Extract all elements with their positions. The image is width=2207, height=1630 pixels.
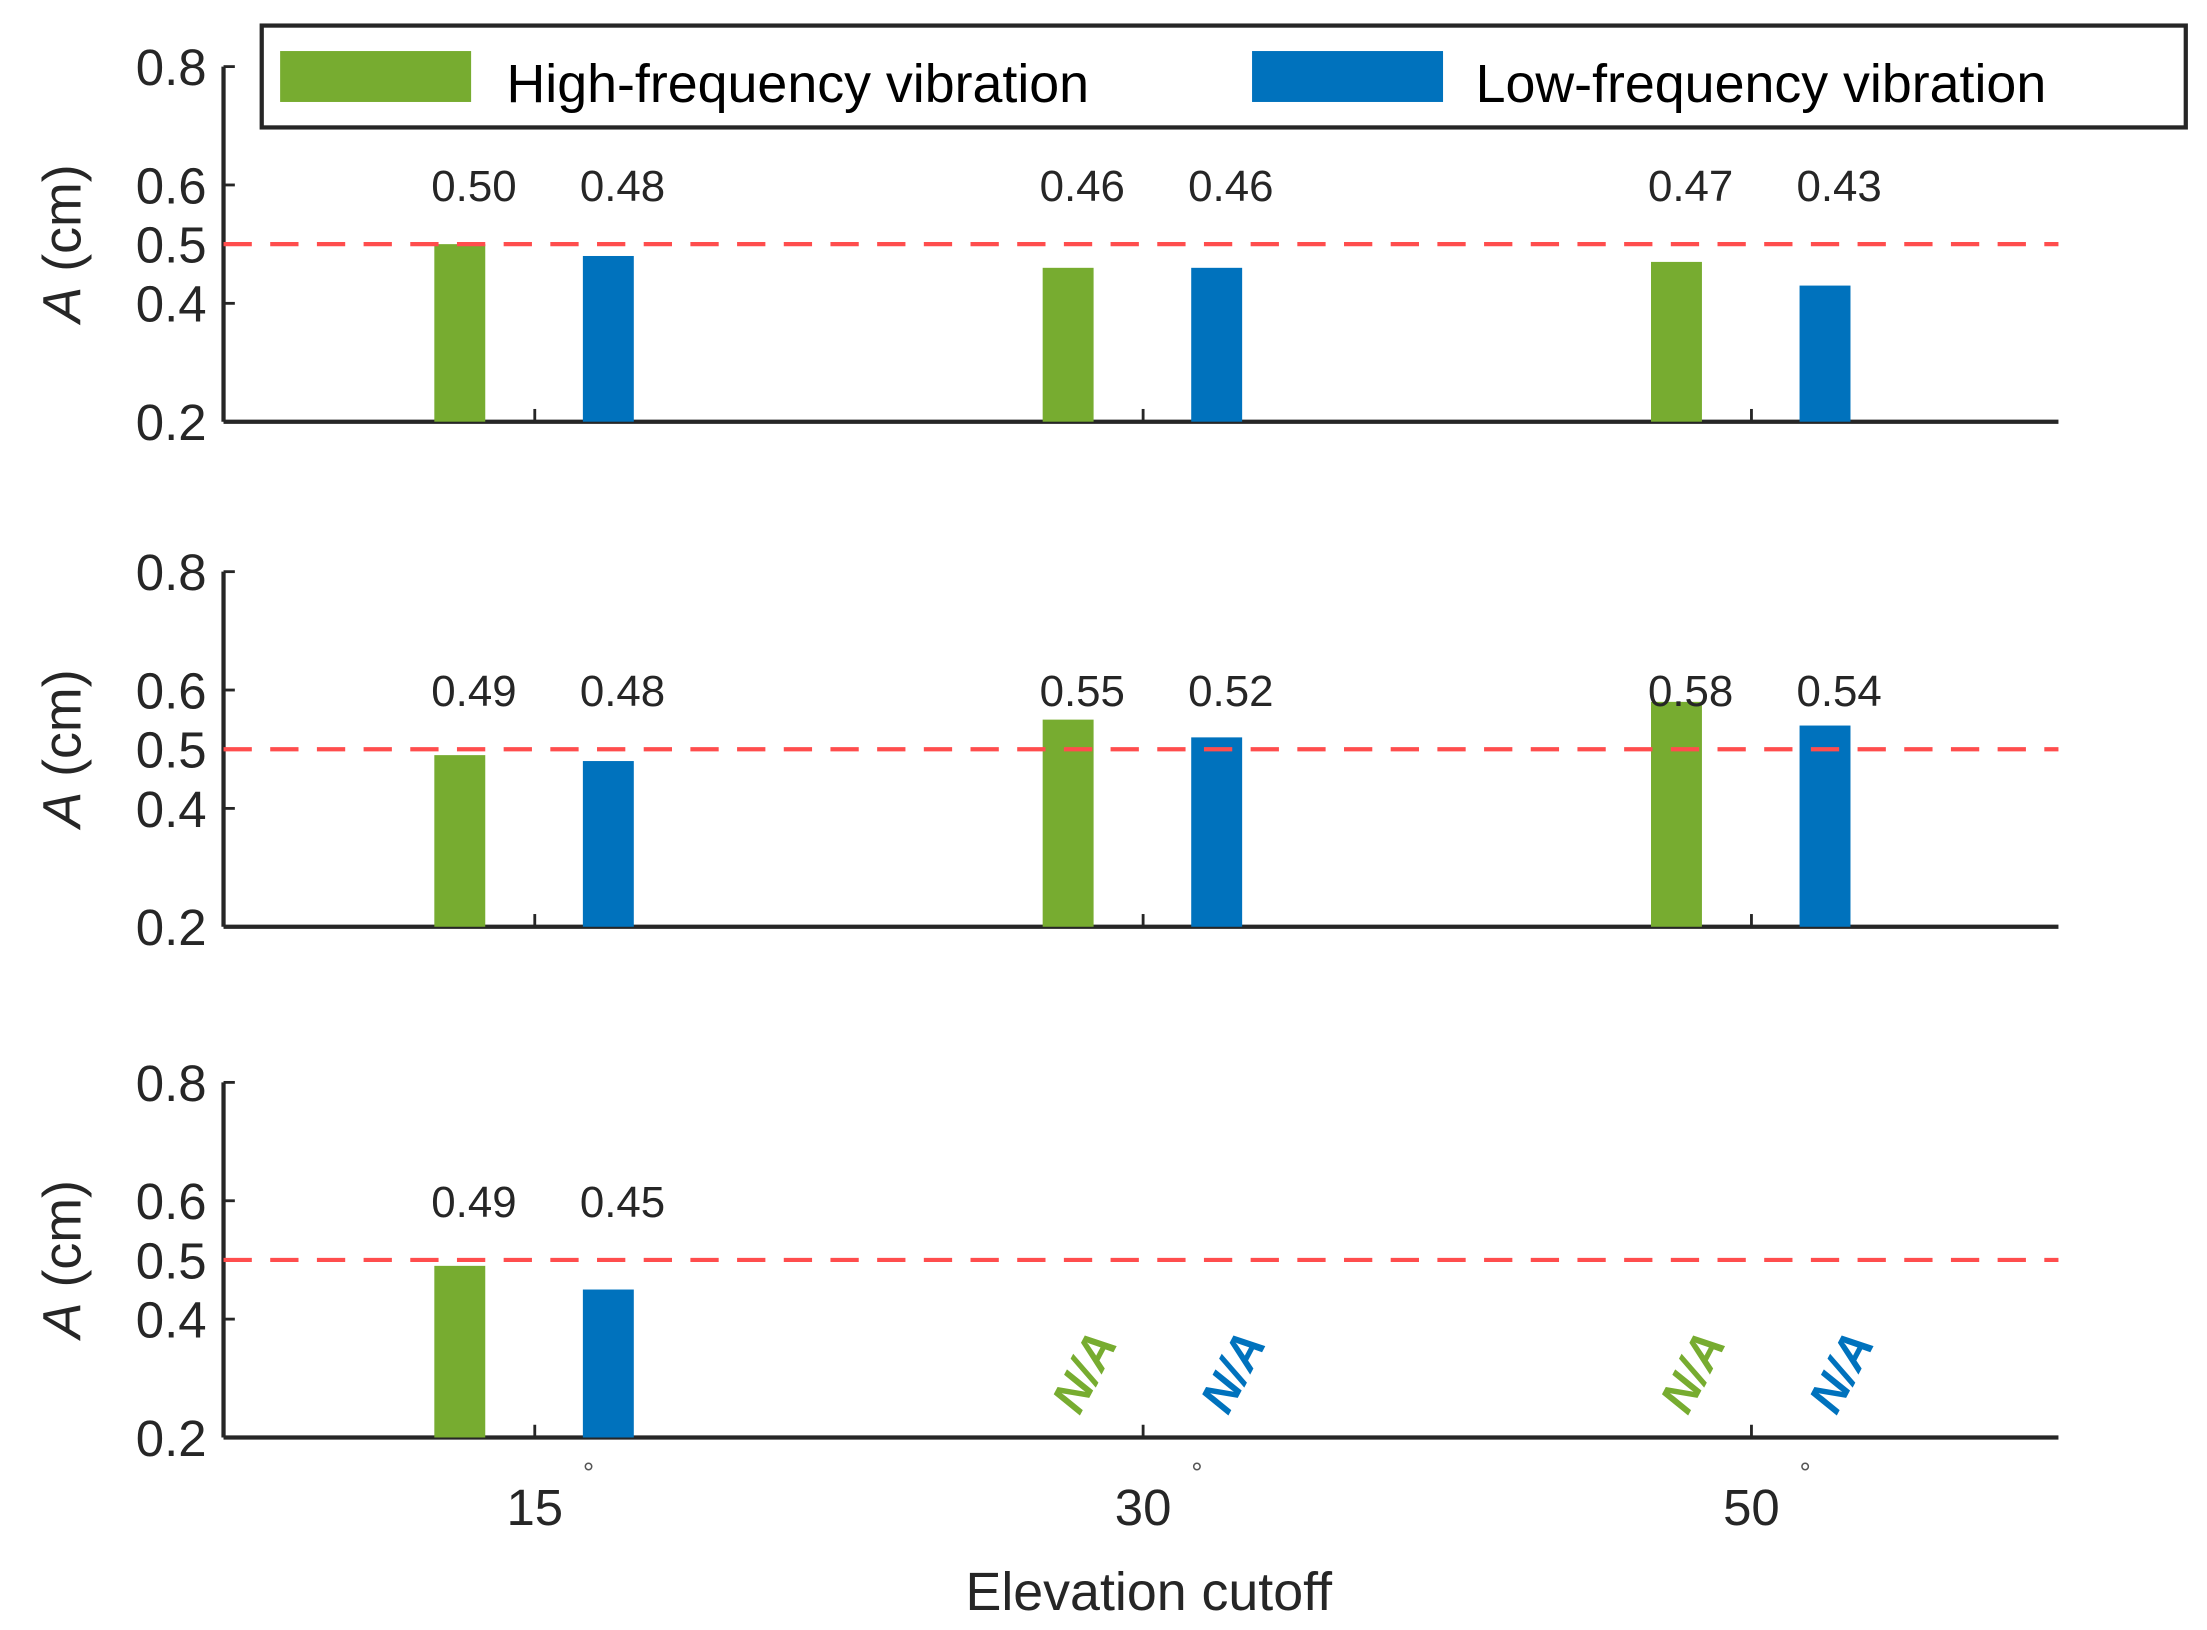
y-tick-label: 0.2 (136, 394, 207, 451)
value-label: 0.49 (431, 1178, 516, 1227)
value-label: 0.46 (1188, 162, 1273, 211)
y-axis-label-var: A (33, 1302, 93, 1341)
y-tick-label: 0.6 (136, 662, 207, 719)
value-label: 0.45 (580, 1178, 665, 1227)
y-tick-label: 0.5 (136, 217, 207, 274)
panels: 0.20.40.50.60.8A (cm) 0.50 0.46 0.470.48 0.4… (33, 39, 2059, 1536)
value-label: 0.58 (1648, 667, 1733, 716)
legend-label-high-frequency: High-frequency vibration (506, 54, 1089, 114)
bar (434, 755, 486, 927)
legend-swatch-high-frequency (280, 51, 472, 102)
y-tick-label: 0.8 (136, 1055, 207, 1112)
x-axis-label: Elevation cutoff (965, 1562, 1333, 1622)
value-label: 0.52 (1188, 667, 1273, 716)
panel-2: 0.2 0.40.50.6 0.8 A (cm) 0.49 0.55 0.58 0.48 0.5… (33, 544, 2059, 956)
value-label: 0.46 (1040, 162, 1125, 211)
degree-symbol: ° (1800, 1457, 1811, 1489)
bar (582, 255, 634, 422)
bar (434, 1265, 486, 1438)
y-tick-label: 0.5 (136, 1232, 207, 1289)
legend-box (259, 23, 2188, 130)
na-label: N/A (1650, 1323, 1737, 1421)
bar (434, 244, 486, 422)
x-tick-label: 50 (1723, 1479, 1780, 1536)
y-tick-label: 0.6 (136, 1173, 207, 1230)
y-axis-label: A (cm) (33, 1180, 93, 1341)
na-label: N/A (1190, 1323, 1277, 1421)
value-label: 0.48 (580, 667, 665, 716)
value-label: 0.49 (431, 667, 516, 716)
y-axis-label-unit: (cm) (33, 669, 93, 791)
panel-1: 0.2 0.40.50.6 0.8 A (cm) 0.50 0.46 0.47 0.48 0.4… (33, 39, 2059, 451)
bar (1191, 267, 1243, 422)
y-axis-label: A (cm) (33, 669, 93, 830)
bar (1042, 267, 1094, 422)
y-tick-label: 0.8 (136, 39, 207, 96)
y-tick-label: 0.2 (136, 1410, 207, 1467)
x-tick-label: 15 (506, 1479, 563, 1536)
y-axis-label-var: A (33, 287, 93, 326)
bar (1042, 719, 1094, 927)
legend: High-frequency vibration Low-frequency v… (259, 23, 2188, 130)
bar (1651, 261, 1702, 422)
value-label: 0.48 (580, 162, 665, 211)
y-tick-label: 0.4 (136, 1292, 207, 1349)
y-tick-label: 0.2 (136, 899, 207, 956)
na-label: N/A (1798, 1323, 1885, 1421)
legend-swatch-low-frequency (1252, 51, 1444, 102)
bar (1651, 701, 1702, 927)
bar (1799, 285, 1851, 422)
y-axis-label-unit: (cm) (33, 1180, 93, 1302)
y-tick-label: 0.8 (136, 544, 207, 601)
value-label: 0.54 (1796, 667, 1881, 716)
value-label: 0.47 (1648, 162, 1733, 211)
value-label: 0.50 (431, 162, 516, 211)
y-tick-label: 0.4 (136, 276, 207, 333)
bar (1191, 737, 1243, 927)
value-label: 0.55 (1040, 667, 1125, 716)
y-tick-label: 0.4 (136, 781, 207, 838)
y-tick-label: 0.5 (136, 722, 207, 779)
bar (582, 761, 634, 927)
y-axis-label: A (cm) (33, 164, 93, 325)
y-axis-label-unit: (cm) (33, 164, 93, 286)
y-tick-label: 0.6 (136, 157, 207, 214)
x-tick-label: 30 (1115, 1479, 1172, 1536)
degree-symbol: ° (583, 1457, 594, 1489)
y-axis-label-var: A (33, 792, 93, 831)
value-label: 0.43 (1796, 162, 1881, 211)
degree-symbol: ° (1191, 1457, 1202, 1489)
na-label: N/A (1041, 1323, 1128, 1421)
bar (1799, 725, 1851, 927)
panel-3: 0.2 0.40.50.6 0.8 A (cm) 0.49 N/A N/A 0.45 N/A N/… (33, 1055, 2059, 1536)
legend-label-low-frequency: Low-frequency vibration (1476, 54, 2047, 114)
bar (582, 1289, 634, 1438)
